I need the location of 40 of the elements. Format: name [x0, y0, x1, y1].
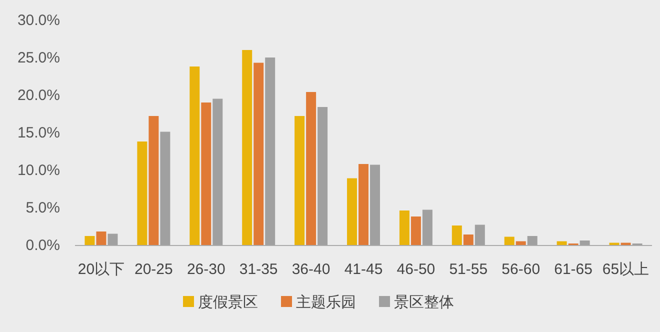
x-tick-label: 41-45	[344, 261, 383, 278]
bar	[399, 210, 410, 245]
y-tick-label: 30.0%	[17, 12, 60, 29]
legend-label: 景区整体	[394, 294, 454, 311]
bar	[306, 92, 316, 245]
x-tick-label: 31-35	[239, 261, 278, 278]
bar	[347, 178, 357, 245]
bar	[556, 241, 567, 245]
x-tick-label: 51-55	[449, 261, 488, 278]
y-tick-label: 10.0%	[17, 162, 60, 179]
x-tick-label: 46-50	[396, 261, 436, 278]
bar	[410, 216, 421, 245]
bar	[84, 236, 95, 245]
bar	[201, 102, 212, 245]
y-tick-label: 25.0%	[17, 50, 60, 66]
x-tick-label: 26-30	[186, 261, 226, 278]
y-tick-label: 5.0%	[26, 200, 60, 216]
x-tick-label: 61-65	[554, 261, 593, 278]
bar	[148, 116, 159, 245]
bar	[452, 226, 462, 245]
x-tick-label: 36-40	[292, 261, 330, 278]
legend-label: 主题乐园	[296, 294, 356, 311]
x-tick-label: 20-25	[134, 261, 173, 278]
bar	[504, 236, 514, 245]
bar	[242, 50, 252, 245]
bar	[254, 62, 264, 245]
legend-label: 度假景区	[198, 294, 258, 311]
bar	[294, 116, 305, 245]
bar	[190, 66, 200, 245]
x-tick-label: 20以下	[78, 261, 125, 278]
x-tick-label: 65以上	[602, 261, 650, 278]
bar	[358, 164, 368, 245]
bar	[96, 232, 106, 245]
bar	[516, 241, 526, 245]
y-tick-label: 15.0%	[17, 124, 60, 142]
x-tick-label: 56-60	[502, 261, 540, 278]
y-tick-label: 0.0%	[26, 237, 60, 254]
y-tick-label: 20.0%	[17, 87, 60, 104]
bar	[137, 142, 148, 245]
bar	[463, 234, 474, 245]
